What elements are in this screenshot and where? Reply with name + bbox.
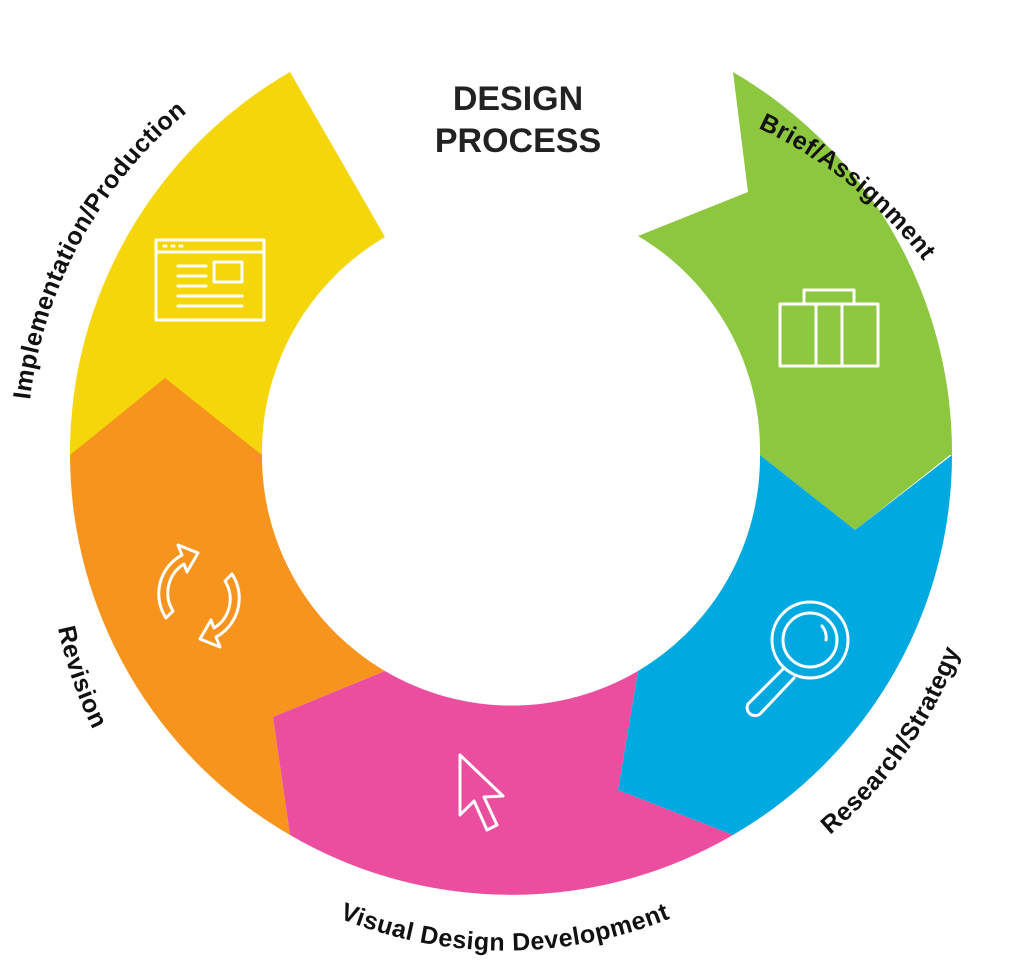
label-visual-design-development: Visual Design Development <box>337 898 673 957</box>
title-line-1: DESIGN <box>453 80 583 118</box>
briefcase-icon <box>778 288 880 368</box>
segment-brief <box>638 72 953 530</box>
browser-window-icon <box>154 238 266 322</box>
label-revision: Revision <box>52 623 113 733</box>
diagram-title: DESIGN PROCESS <box>435 80 601 160</box>
cursor-icon <box>458 753 505 832</box>
refresh-icon <box>157 543 241 649</box>
segment-revision <box>70 378 385 835</box>
ring-segments <box>69 72 953 895</box>
segment-research <box>618 455 952 835</box>
segment-visual <box>273 671 733 895</box>
title-line-2: PROCESS <box>435 122 601 160</box>
magnifier-icon <box>745 600 850 718</box>
